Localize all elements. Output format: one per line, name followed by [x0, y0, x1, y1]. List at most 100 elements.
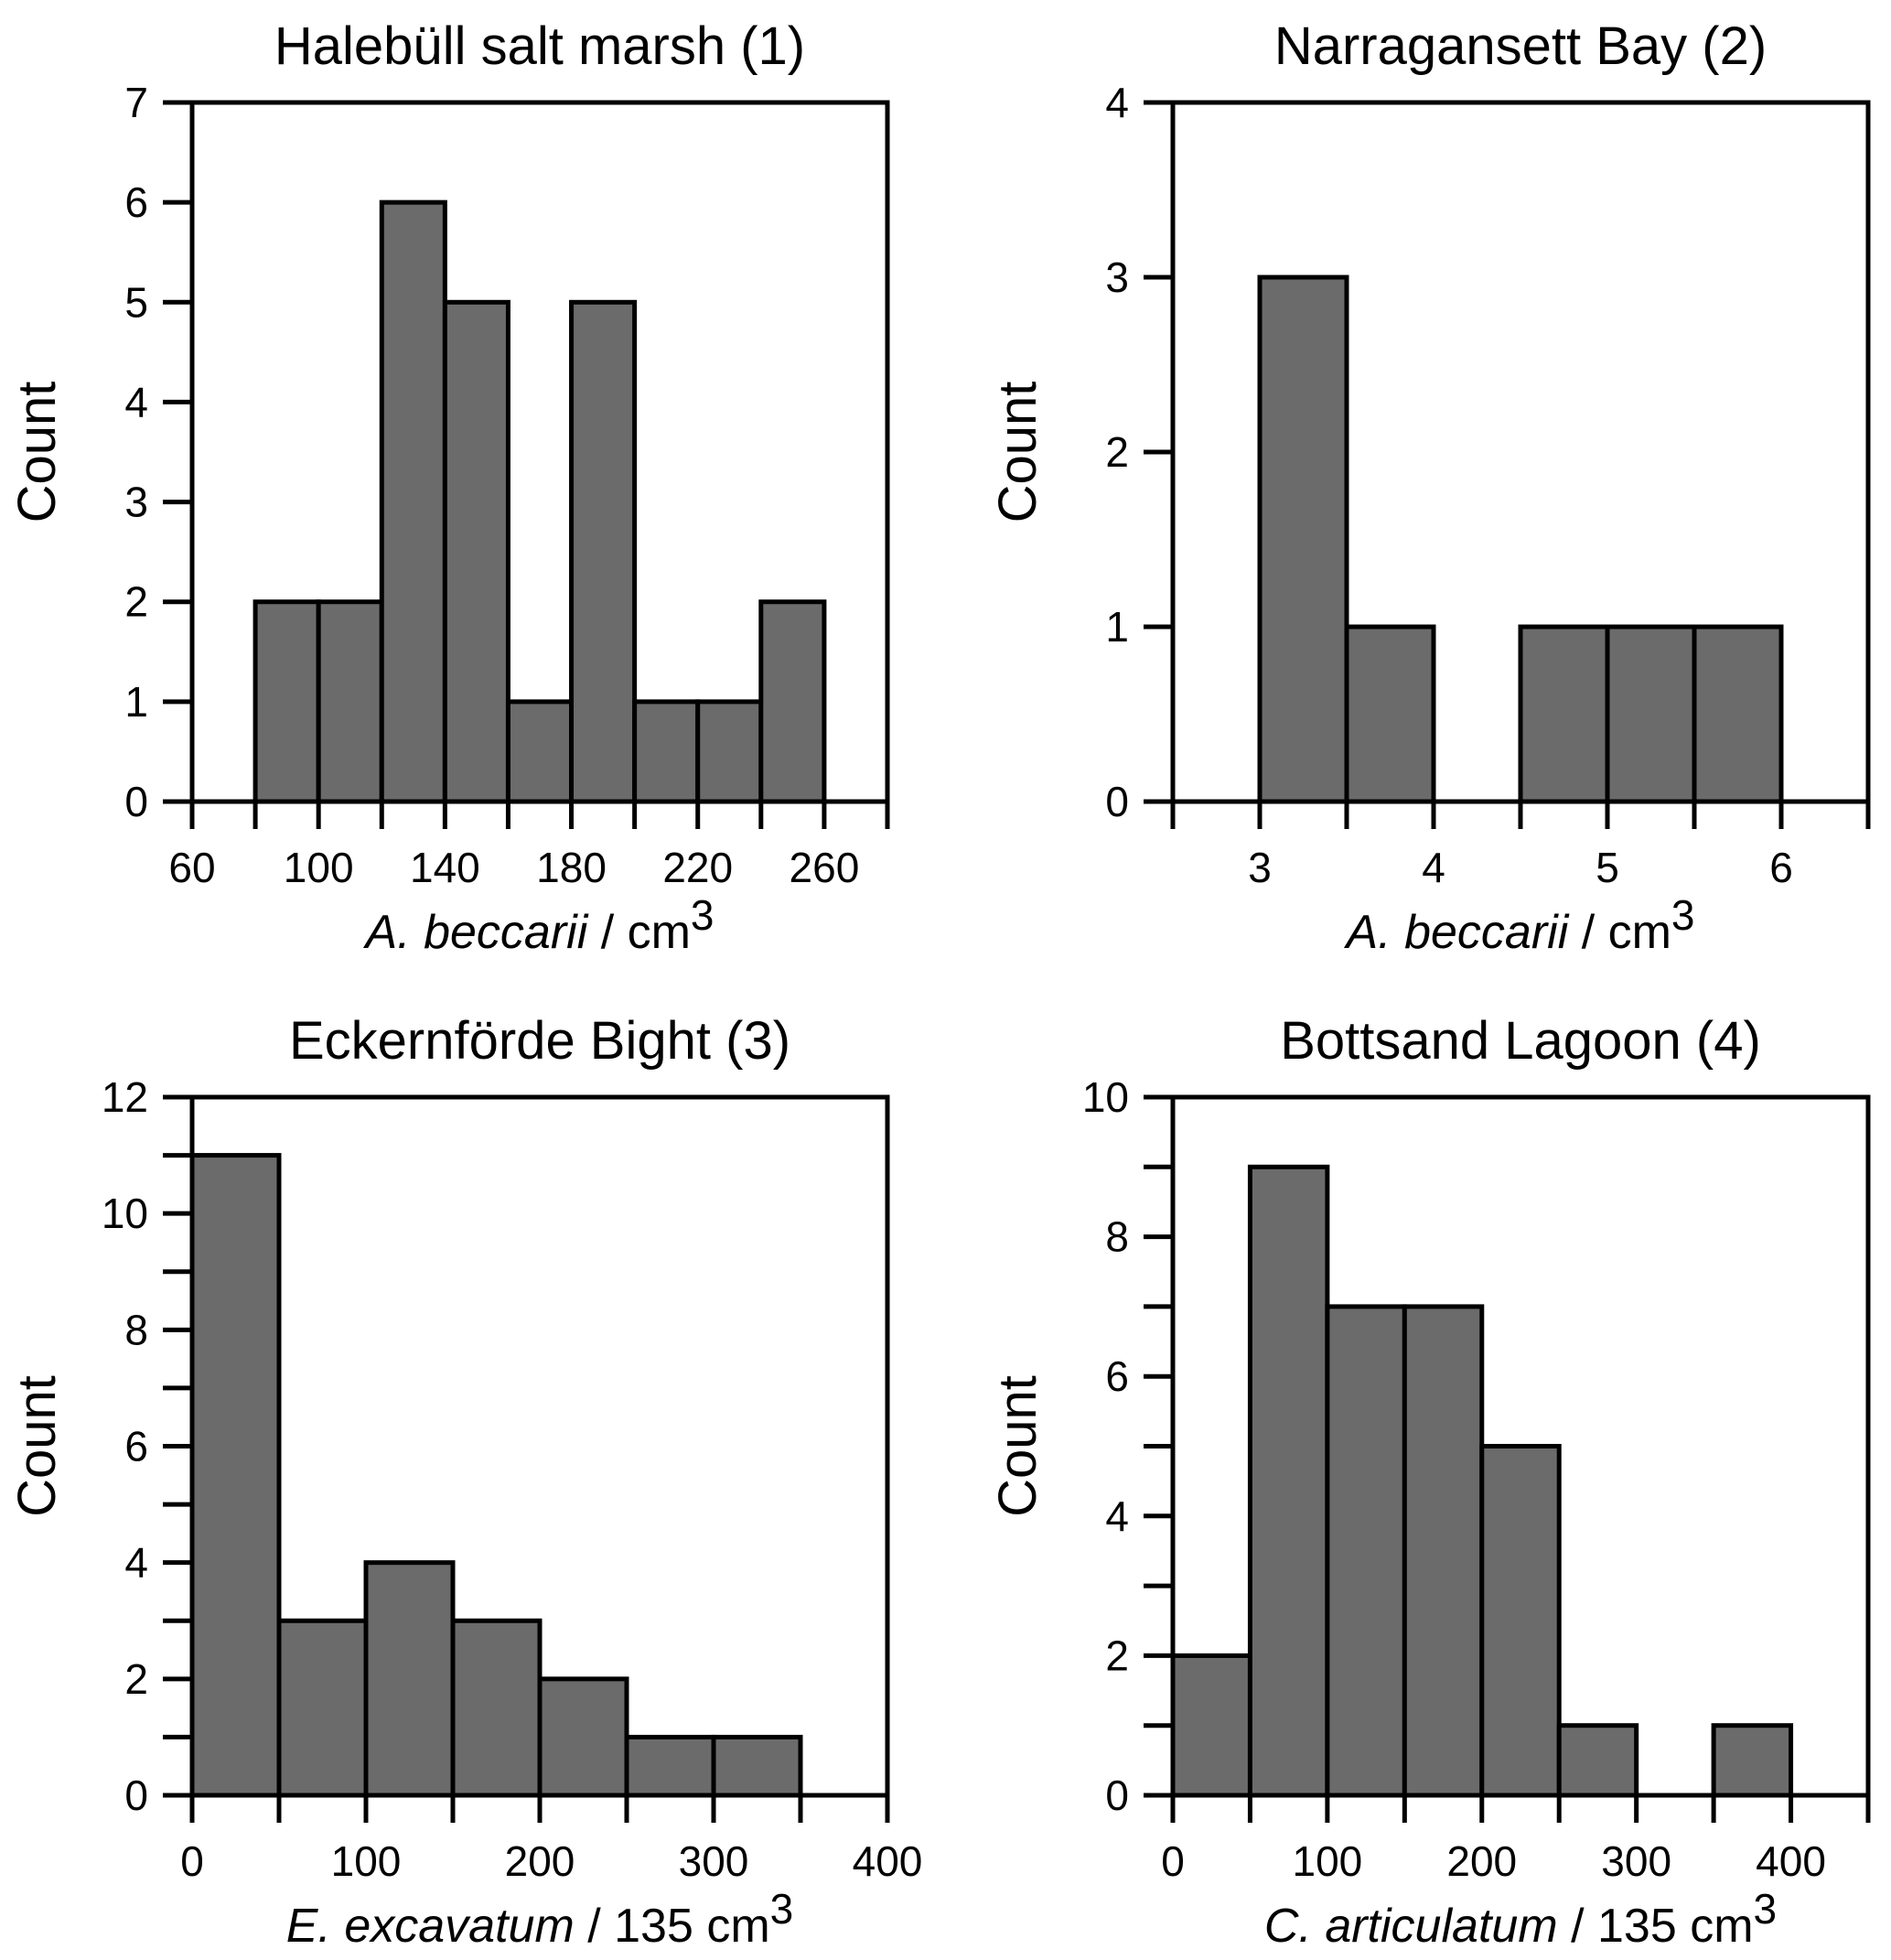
histogram-bar: [1247, 1164, 1330, 1798]
histogram-bar: [711, 1734, 803, 1798]
histogram-narragansett: Narragansett Bay (2) Count A. beccarii /…: [988, 16, 1871, 959]
x-axis-label-taxon: A. beccarii: [1343, 906, 1569, 959]
panel-title: Eckernförde Bight (3): [289, 1011, 790, 1071]
x-tick-label: 0: [180, 1837, 204, 1885]
histogram-bar: [1344, 624, 1436, 804]
y-tick-label: 2: [124, 1655, 148, 1703]
x-axis-label-exponent: 3: [770, 1885, 794, 1933]
histogram-bar: [189, 1153, 282, 1798]
y-tick-label: 6: [1105, 1352, 1129, 1400]
y-tick-label: 4: [1105, 79, 1129, 126]
y-tick-label: 4: [124, 378, 148, 425]
histogram-bar: [1556, 1723, 1639, 1798]
x-tick-label: 140: [410, 844, 480, 891]
x-axis-label-unit: / cm: [587, 906, 691, 959]
y-tick-label: 10: [1082, 1073, 1129, 1121]
panel-title: Narragansett Bay (2): [1274, 16, 1767, 76]
histogram-bar: [505, 699, 575, 804]
x-tick-label: 300: [679, 1837, 749, 1885]
x-tick-label: 400: [1756, 1837, 1826, 1885]
histogram-bar: [537, 1676, 629, 1798]
y-tick-label: 5: [124, 278, 148, 326]
x-tick-label: 200: [1446, 1837, 1517, 1885]
y-tick-label: 4: [1105, 1492, 1129, 1540]
x-tick-label: 400: [853, 1837, 923, 1885]
y-tick-label: 0: [1105, 778, 1129, 825]
y-tick-label: 8: [124, 1306, 148, 1353]
y-tick-label: 0: [124, 778, 148, 825]
x-axis-label: A. beccarii / cm3: [362, 891, 714, 959]
y-axis-label: Count: [988, 1375, 1048, 1517]
histogram-bar: [1711, 1723, 1794, 1798]
y-tick-label: 6: [124, 1423, 148, 1470]
histogram-bar: [1605, 624, 1697, 804]
x-tick-label: 200: [505, 1837, 575, 1885]
y-tick-label: 10: [102, 1190, 148, 1237]
x-tick-label: 100: [331, 1837, 402, 1885]
x-axis-label-taxon: C. articulatum: [1264, 1900, 1558, 1953]
histogram-halebull: Halebüll salt marsh (1) Count A. beccari…: [7, 16, 890, 959]
histogram-bar: [1692, 624, 1784, 804]
histogram-bar: [379, 199, 447, 804]
x-tick-label: 6: [1769, 844, 1793, 891]
histogram-bar: [276, 1618, 369, 1798]
histogram-bar: [1170, 1653, 1252, 1798]
histogram-bar: [624, 1734, 716, 1798]
y-tick-label: 4: [124, 1539, 148, 1587]
x-tick-label: 60: [168, 844, 215, 891]
x-axis-label: C. articulatum / 135 cm3: [1264, 1885, 1777, 1953]
x-axis-label-taxon: E. excavatum: [286, 1900, 575, 1953]
y-axis-label: Count: [7, 382, 67, 523]
histogram-bar: [695, 699, 764, 804]
x-tick-label: 100: [284, 844, 354, 891]
x-tick-label: 180: [536, 844, 607, 891]
x-tick-label: 3: [1248, 844, 1272, 891]
y-tick-label: 1: [1105, 603, 1129, 651]
x-axis-label-exponent: 3: [691, 891, 714, 939]
histogram-bar: [1257, 275, 1349, 804]
histogram-bar: [363, 1560, 456, 1798]
histogram-eckernforde: Eckernförde Bight (3) Count E. excavatum…: [7, 1011, 922, 1953]
x-axis-label-unit: / cm: [1568, 906, 1671, 959]
histogram-bar: [1518, 624, 1610, 804]
histogram-bar: [1325, 1304, 1407, 1798]
x-tick-label: 220: [662, 844, 733, 891]
histogram-bar: [1479, 1444, 1562, 1798]
x-tick-label: 0: [1161, 1837, 1185, 1885]
y-tick-label: 1: [124, 678, 148, 726]
x-tick-label: 4: [1422, 844, 1445, 891]
x-axis-label-unit: / 135 cm: [1558, 1900, 1754, 1953]
y-tick-label: 0: [1105, 1772, 1129, 1819]
y-tick-label: 2: [124, 578, 148, 626]
y-tick-label: 8: [1105, 1213, 1129, 1261]
x-axis-label-exponent: 3: [1671, 891, 1695, 939]
histogram-bar: [450, 1618, 543, 1798]
x-tick-label: 260: [790, 844, 860, 891]
panel-title: Bottsand Lagoon (4): [1280, 1011, 1761, 1071]
x-axis-label: E. excavatum / 135 cm3: [286, 1885, 794, 1953]
histogram-bar: [758, 599, 827, 804]
y-tick-label: 3: [1105, 253, 1129, 301]
x-axis-label-taxon: A. beccarii: [362, 906, 588, 959]
y-tick-label: 7: [124, 79, 148, 126]
x-tick-label: 100: [1293, 1837, 1363, 1885]
x-axis-label-exponent: 3: [1754, 1885, 1778, 1933]
y-tick-label: 2: [1105, 428, 1129, 476]
y-tick-label: 6: [124, 178, 148, 226]
y-tick-label: 12: [102, 1073, 148, 1121]
histogram-bar: [442, 299, 510, 804]
y-axis-label: Count: [7, 1375, 67, 1517]
y-tick-label: 3: [124, 479, 148, 526]
x-axis-label: A. beccarii / cm3: [1343, 891, 1694, 959]
histogram-bar: [632, 699, 701, 804]
y-tick-label: 2: [1105, 1632, 1129, 1679]
histogram-bar: [316, 599, 384, 804]
panel-title: Halebüll salt marsh (1): [274, 16, 805, 76]
y-tick-label: 0: [124, 1772, 148, 1819]
x-tick-label: 300: [1601, 1837, 1671, 1885]
histogram-bar: [569, 299, 638, 804]
y-axis-label: Count: [988, 382, 1048, 523]
histogram-bar: [1402, 1304, 1485, 1798]
x-axis-label-unit: / 135 cm: [575, 1900, 770, 1953]
